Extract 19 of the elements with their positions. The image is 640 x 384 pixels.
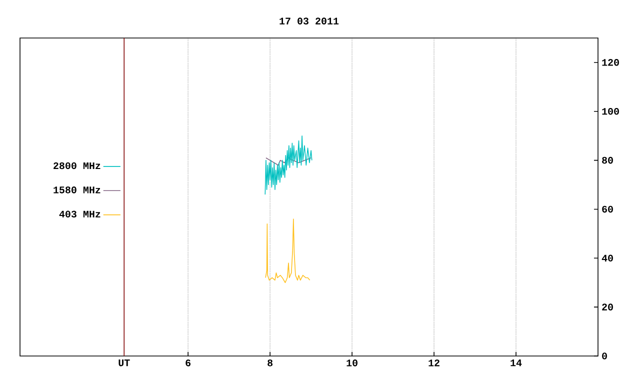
chart-title: 17 03 2011 [280,18,339,24]
y-tick-label: 60 [602,206,613,213]
x-tick-label: UT [118,360,130,366]
legend-label: 1580 MHz [54,186,100,194]
x-tick-label: 14 [510,360,522,366]
legend-label: 403 MHz [59,210,100,218]
line-series [264,135,312,195]
legend-label: 2800 MHz [54,162,100,170]
x-tick-label: 12 [428,360,440,366]
line-series [265,218,310,284]
x-tick-label: 6 [186,360,191,366]
y-tick-label: 80 [602,156,613,164]
y-tick-label: 40 [602,254,613,262]
y-tick-label: 100 [602,108,619,115]
y-tick-label: 20 [602,304,613,310]
y-tick-label: 120 [602,59,619,66]
y-tick-label: 0 [602,352,607,360]
x-tick-label: 8 [268,360,273,366]
x-tick-label: 10 [346,360,358,366]
